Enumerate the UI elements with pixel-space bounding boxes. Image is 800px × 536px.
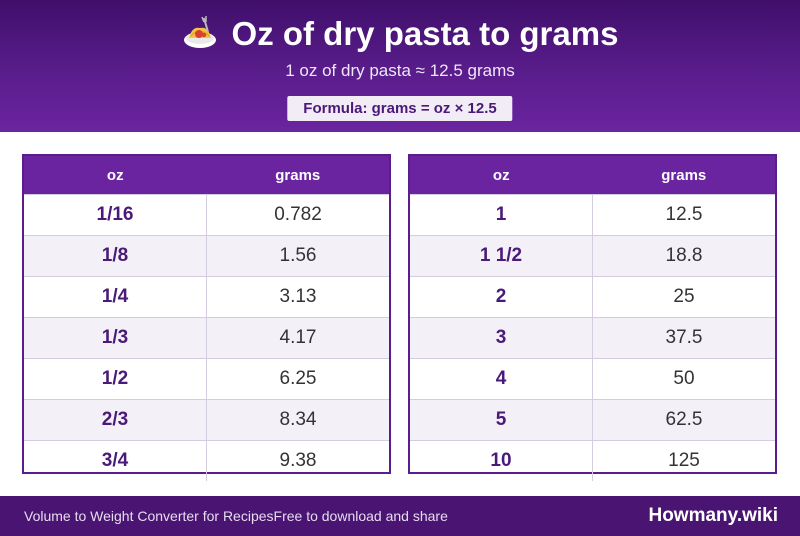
grams-cell: 125 bbox=[592, 440, 775, 481]
oz-cell: 1/16 bbox=[24, 194, 207, 236]
grams-cell: 12.5 bbox=[592, 194, 775, 236]
table-row: 1/4 3.13 bbox=[24, 276, 389, 318]
footer: Volume to Weight Converter for RecipesFr… bbox=[0, 496, 800, 536]
formula-badge: Formula: grams = oz × 12.5 bbox=[287, 96, 513, 121]
header: Oz of dry pasta to grams 1 oz of dry pas… bbox=[0, 0, 800, 132]
subtitle: 1 oz of dry pasta ≈ 12.5 grams bbox=[285, 61, 515, 80]
table-row: 2 25 bbox=[410, 276, 775, 318]
table-row: 3/4 9.38 bbox=[24, 440, 389, 481]
grams-cell: 62.5 bbox=[592, 399, 775, 441]
table-row: 1/3 4.17 bbox=[24, 317, 389, 359]
conversion-table-right: oz grams 1 12.5 1 1/2 18.8 2 25 3 37.5 4 50 5… bbox=[408, 154, 777, 481]
table-row: 1/8 1.56 bbox=[24, 235, 389, 277]
oz-cell: 5 bbox=[410, 399, 593, 441]
title-row: Oz of dry pasta to grams bbox=[0, 12, 800, 56]
table-row: 2/3 8.34 bbox=[24, 399, 389, 441]
grams-cell: 4.17 bbox=[206, 317, 389, 359]
column-header-oz: oz bbox=[410, 156, 593, 195]
column-header-grams: grams bbox=[206, 156, 389, 195]
grams-cell: 0.782 bbox=[206, 194, 389, 236]
oz-cell: 1/2 bbox=[24, 358, 207, 400]
table-row: 3 37.5 bbox=[410, 317, 775, 359]
table-row: 1/16 0.782 bbox=[24, 194, 389, 236]
table-row: 10 125 bbox=[410, 440, 775, 481]
oz-cell: 3/4 bbox=[24, 440, 207, 481]
page-title: Oz of dry pasta to grams bbox=[231, 15, 619, 52]
oz-cell: 3 bbox=[410, 317, 593, 359]
grams-cell: 8.34 bbox=[206, 399, 389, 441]
oz-cell: 1/8 bbox=[24, 235, 207, 277]
table-row: 1 12.5 bbox=[410, 194, 775, 236]
oz-cell: 2/3 bbox=[24, 399, 207, 441]
grams-cell: 1.56 bbox=[206, 235, 389, 277]
table-header-row: oz grams bbox=[24, 156, 389, 195]
column-header-oz: oz bbox=[24, 156, 207, 195]
oz-cell: 1/3 bbox=[24, 317, 207, 359]
oz-cell: 1/4 bbox=[24, 276, 207, 318]
footer-converter-link[interactable]: Volume to Weight Converter for Recipes bbox=[24, 508, 274, 524]
oz-cell: 10 bbox=[410, 440, 593, 481]
grams-cell: 3.13 bbox=[206, 276, 389, 318]
table-row: 1/2 6.25 bbox=[24, 358, 389, 400]
footer-share-text: Free to download and share bbox=[273, 508, 448, 524]
spaghetti-icon bbox=[182, 14, 218, 50]
oz-cell: 1 1/2 bbox=[410, 235, 593, 277]
grams-cell: 50 bbox=[592, 358, 775, 400]
table-header-row: oz grams bbox=[410, 156, 775, 195]
table-row: 1 1/2 18.8 bbox=[410, 235, 775, 277]
table-row: 4 50 bbox=[410, 358, 775, 400]
oz-cell: 4 bbox=[410, 358, 593, 400]
grams-cell: 18.8 bbox=[592, 235, 775, 277]
table-row: 5 62.5 bbox=[410, 399, 775, 441]
oz-cell: 2 bbox=[410, 276, 593, 318]
grams-cell: 25 bbox=[592, 276, 775, 318]
conversion-table-left: oz grams 1/16 0.782 1/8 1.56 1/4 3.13 1/3 4.… bbox=[22, 154, 391, 481]
oz-cell: 1 bbox=[410, 194, 593, 236]
grams-cell: 6.25 bbox=[206, 358, 389, 400]
grams-cell: 37.5 bbox=[592, 317, 775, 359]
grams-cell: 9.38 bbox=[206, 440, 389, 481]
brand-link[interactable]: Howmany.wiki bbox=[648, 505, 778, 526]
column-header-grams: grams bbox=[592, 156, 775, 195]
footer-text: Volume to Weight Converter for RecipesFr… bbox=[24, 508, 448, 524]
